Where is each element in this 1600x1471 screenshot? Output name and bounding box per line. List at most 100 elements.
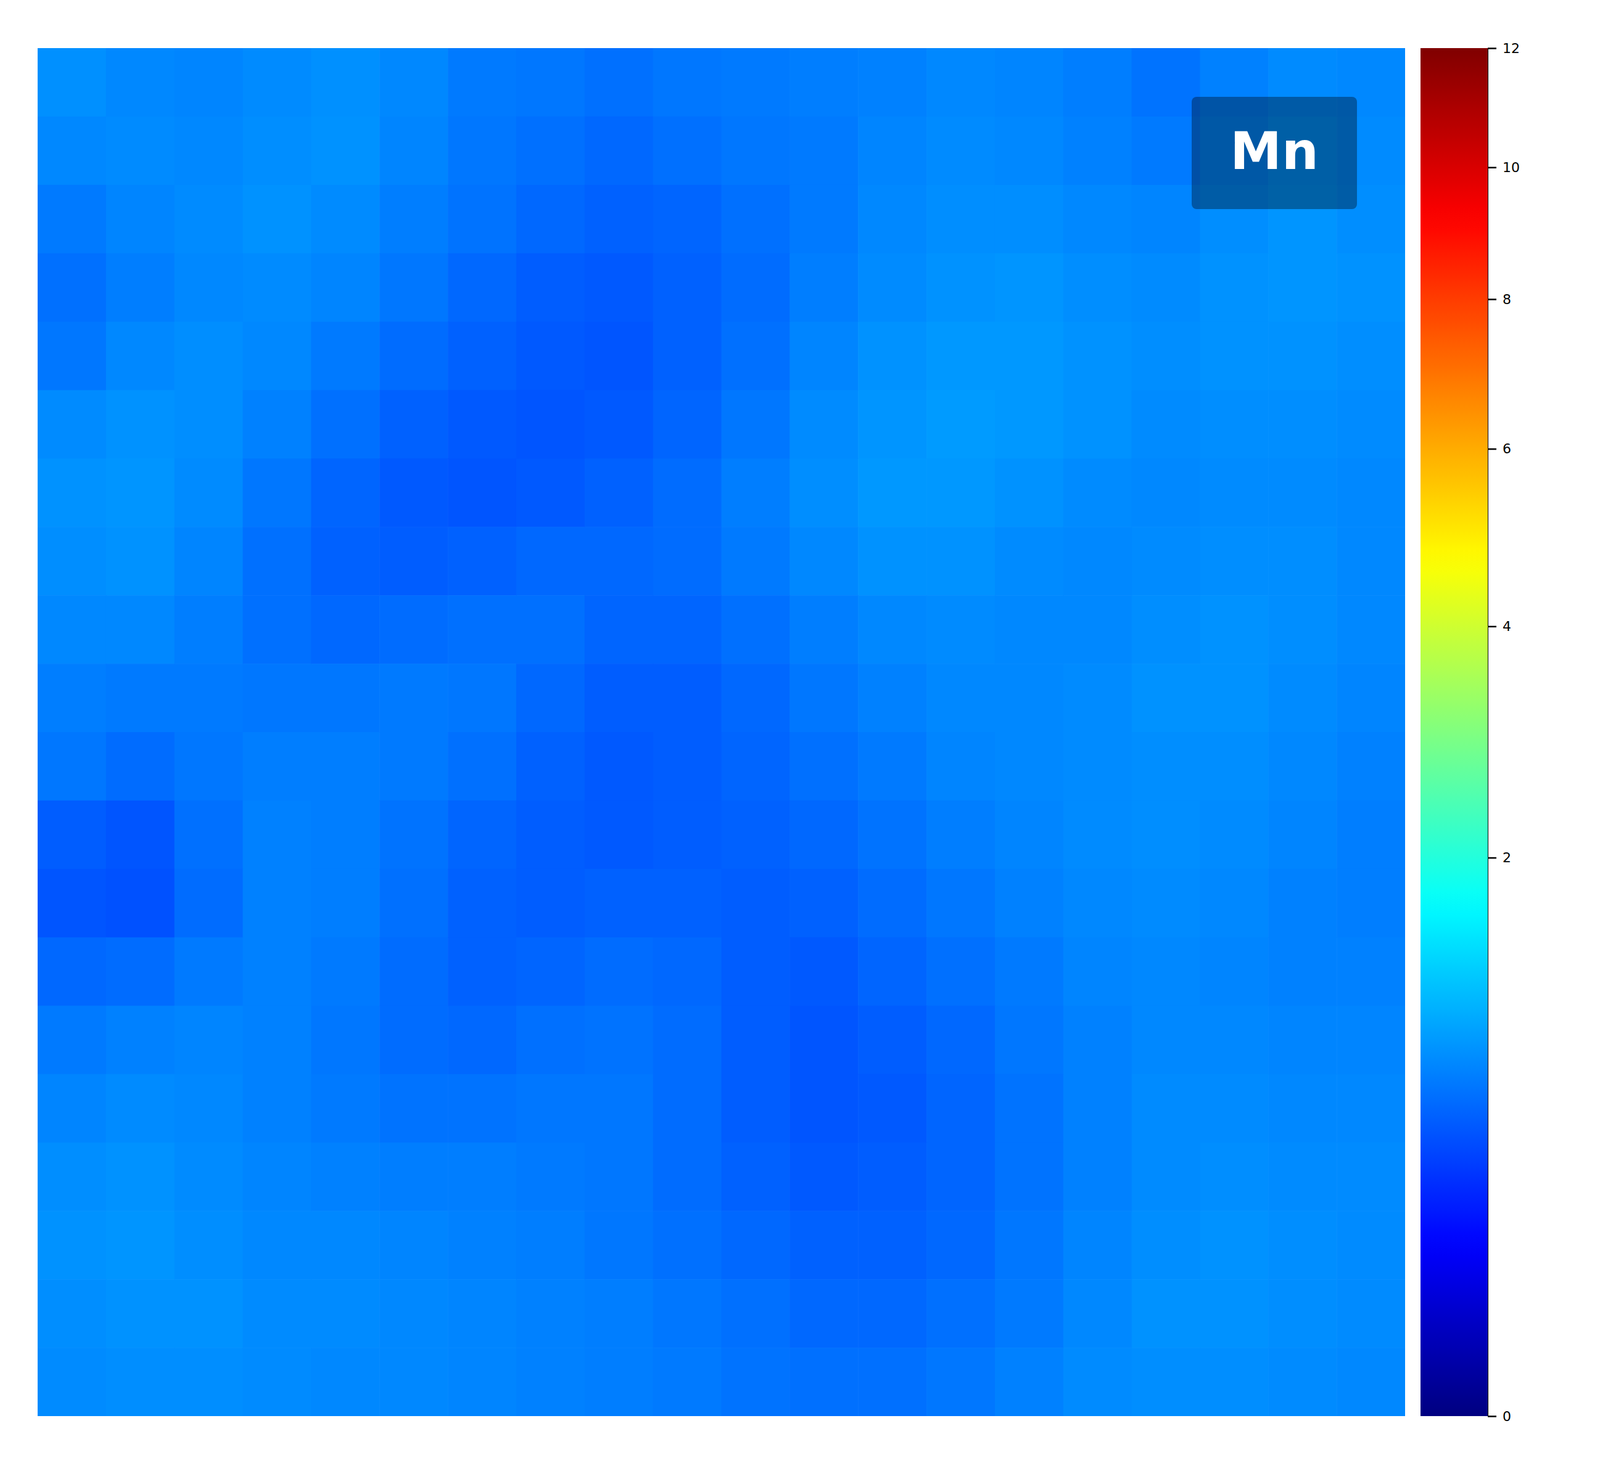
heatmap-cell — [37, 1142, 107, 1212]
heatmap-cell — [653, 185, 722, 255]
heatmap-cell — [789, 800, 858, 870]
heatmap-cell — [584, 48, 654, 118]
heatmap-cell — [1131, 526, 1201, 596]
heatmap-cell — [857, 732, 927, 802]
heatmap-cell — [1268, 1279, 1337, 1349]
heatmap-cell — [721, 48, 791, 118]
chart-root: 024681012Mn — [0, 0, 1600, 1471]
heatmap-cell — [447, 253, 517, 323]
heatmap-cell — [1063, 800, 1132, 870]
heatmap-cell — [106, 458, 175, 528]
heatmap-cell — [379, 1347, 448, 1417]
heatmap-cell — [584, 1279, 654, 1349]
heatmap-cell — [447, 663, 517, 733]
heatmap-cell — [174, 1210, 244, 1280]
heatmap-cell — [1268, 1006, 1337, 1076]
heatmap-cell — [653, 1210, 722, 1280]
heatmap-cell — [1063, 253, 1132, 323]
heatmap-cell — [243, 526, 312, 596]
heatmap-cell — [243, 48, 312, 118]
heatmap-cell — [994, 390, 1064, 460]
heatmap-cell — [1199, 458, 1269, 528]
heatmap-cell — [926, 321, 995, 392]
colorbar-tick-mark — [1487, 47, 1497, 50]
heatmap-cell — [243, 732, 312, 802]
heatmap-cell — [37, 116, 107, 186]
heatmap-cell — [721, 1279, 791, 1349]
heatmap-cell — [1131, 1142, 1201, 1212]
heatmap-cell — [174, 595, 244, 664]
heatmap-cell — [721, 1142, 791, 1212]
heatmap-cell — [174, 321, 244, 392]
heatmap-cell — [653, 663, 722, 733]
colorbar-tick: 10 — [1487, 159, 1520, 176]
heatmap-cell — [447, 1210, 517, 1280]
heatmap-cell — [584, 937, 654, 1007]
heatmap-cell — [926, 800, 995, 870]
heatmap-cell — [1199, 253, 1269, 323]
heatmap-cell — [721, 869, 791, 939]
heatmap-cell — [584, 116, 654, 186]
heatmap-cell — [926, 1074, 995, 1144]
heatmap-cell — [106, 185, 175, 255]
heatmap-cell — [584, 1210, 654, 1280]
heatmap-cell — [310, 185, 380, 255]
heatmap-cell — [310, 595, 380, 664]
heatmap-cell — [379, 1279, 448, 1349]
heatmap-cell — [37, 663, 107, 733]
heatmap-cell — [789, 390, 858, 460]
colorbar-tick-mark — [1487, 857, 1497, 860]
heatmap-cell — [653, 321, 722, 392]
heatmap-cell — [789, 1347, 858, 1417]
heatmap-cell — [310, 732, 380, 802]
heatmap-cell — [789, 663, 858, 733]
heatmap-cell — [379, 1210, 448, 1280]
heatmap-cell — [310, 869, 380, 939]
heatmap-cell — [1336, 937, 1406, 1007]
heatmap-cell — [447, 1347, 517, 1417]
heatmap-cell — [243, 800, 312, 870]
heatmap-cell — [1336, 800, 1406, 870]
heatmap-cell — [1131, 1279, 1201, 1349]
colorbar-tick: 6 — [1487, 441, 1512, 457]
colorbar-tick-mark — [1487, 298, 1497, 301]
heatmap-cell — [926, 253, 995, 323]
heatmap-cell — [1131, 937, 1201, 1007]
heatmap-cell — [106, 48, 175, 118]
heatmap-cell — [789, 253, 858, 323]
heatmap-cell — [653, 595, 722, 664]
heatmap-cell — [994, 732, 1064, 802]
heatmap-cell — [653, 526, 722, 596]
heatmap-cell — [516, 732, 585, 802]
heatmap-cell — [37, 458, 107, 528]
heatmap-cell — [37, 1279, 107, 1349]
heatmap-cell — [516, 321, 585, 392]
heatmap-cell — [310, 1347, 380, 1417]
heatmap-cell — [516, 595, 585, 664]
heatmap-cell — [857, 800, 927, 870]
heatmap-cell — [926, 595, 995, 664]
colorbar-tick-label: 0 — [1502, 1408, 1512, 1425]
heatmap-cell — [1063, 1074, 1132, 1144]
heatmap-cell — [1131, 458, 1201, 528]
heatmap-cell — [106, 390, 175, 460]
heatmap-cell — [926, 1347, 995, 1417]
heatmap-cell — [926, 1006, 995, 1076]
heatmap-cell — [1268, 869, 1337, 939]
heatmap-cell — [310, 937, 380, 1007]
heatmap-cell — [447, 526, 517, 596]
heatmap-cell — [379, 732, 448, 802]
heatmap-cell — [1063, 116, 1132, 186]
heatmap-cell — [857, 458, 927, 528]
heatmap-cell — [106, 526, 175, 596]
colorbar-tick-mark — [1487, 626, 1497, 628]
heatmap-cell — [926, 869, 995, 939]
heatmap-cell — [994, 458, 1064, 528]
heatmap-cell — [1131, 663, 1201, 733]
heatmap-cell — [1336, 1210, 1406, 1280]
heatmap-cell — [994, 253, 1064, 323]
heatmap-cell — [1063, 1006, 1132, 1076]
heatmap-cell — [1199, 526, 1269, 596]
heatmap-cell — [106, 937, 175, 1007]
heatmap-cell — [857, 1006, 927, 1076]
